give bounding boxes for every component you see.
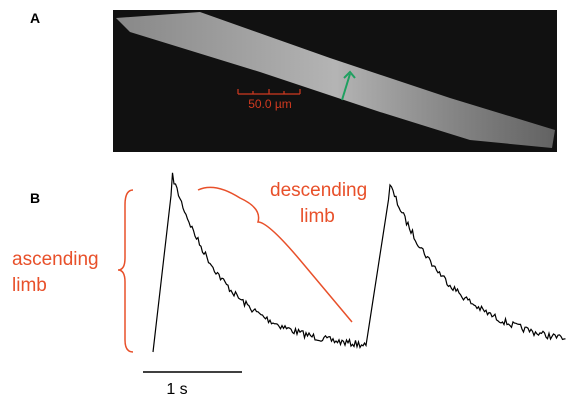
annotation: limb — [300, 206, 335, 227]
cell — [116, 12, 555, 148]
time-label: 1 s — [166, 381, 187, 398]
annotation: descending — [270, 180, 367, 201]
arrow — [341, 70, 356, 101]
calcium-trace — [152, 172, 566, 353]
scale-bar — [237, 89, 301, 95]
annotation: limb — [12, 275, 47, 296]
ascending-brace — [117, 189, 134, 353]
descending-brace — [197, 186, 353, 323]
panel-label: B — [30, 190, 40, 206]
scale-label: 50.0 µm — [248, 97, 292, 111]
panel-label: A — [30, 10, 40, 26]
annotation: ascending — [12, 249, 99, 270]
